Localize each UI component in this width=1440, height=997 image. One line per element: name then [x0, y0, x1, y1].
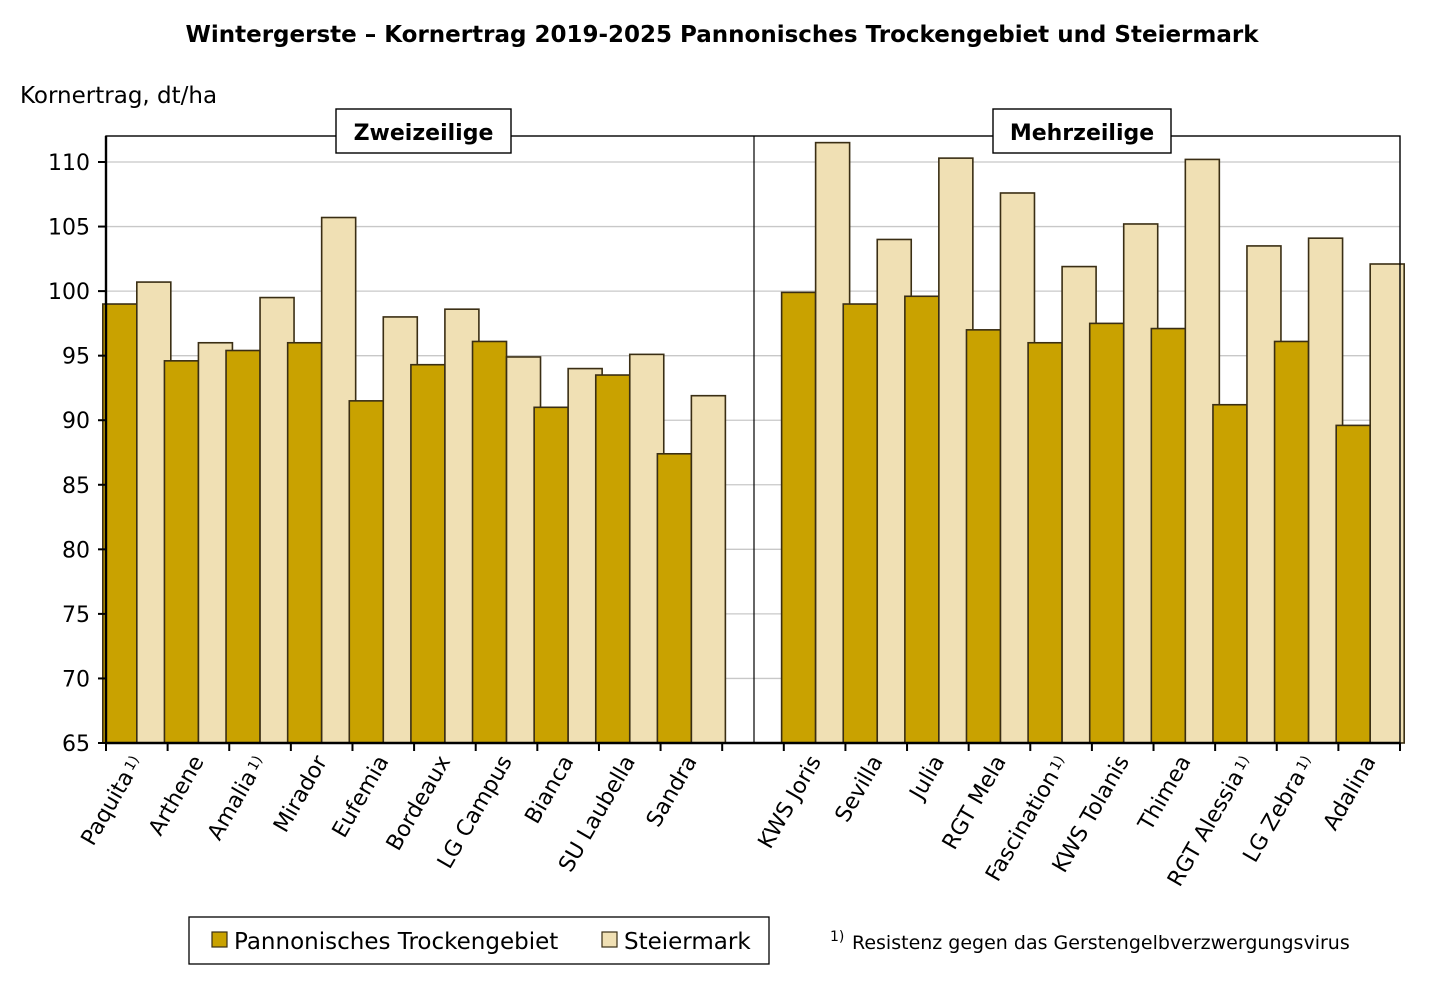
y-axis-ticks: 65 70 75 80 85 90 95 100 105 110	[48, 151, 106, 757]
y-tick-label: 110	[48, 151, 90, 176]
bar-pannonisches	[225, 349, 261, 744]
y-tick-label: 80	[62, 538, 90, 563]
x-tick-label: Arthene	[144, 752, 209, 840]
bar-pannonisches	[471, 340, 508, 744]
bar-pannonisches	[348, 400, 385, 744]
group-label-box	[335, 108, 512, 154]
bar-pannonisches	[1088, 322, 1125, 744]
bar-pannonisches	[965, 329, 1002, 744]
legend: Pannonisches Trockengebiet Steiermark	[188, 916, 770, 965]
bar-pannonisches	[163, 360, 200, 744]
y-tick-label: 95	[62, 345, 90, 370]
bar-steiermark	[1369, 263, 1405, 744]
bar-pannonisches	[1212, 403, 1248, 744]
category-name: Sandra	[642, 752, 703, 832]
bar-pannonisches	[842, 303, 879, 744]
footnote-text: Resistenz gegen das Gerstengelbverzwergu…	[852, 932, 1350, 954]
category-name: Julia	[904, 752, 950, 806]
category-name: KWS Joris	[754, 752, 827, 854]
x-tick-label: Sandra	[642, 752, 703, 832]
category-name: Paquita	[77, 767, 140, 850]
y-tick-label: 75	[62, 603, 90, 628]
bar-pannonisches	[286, 341, 323, 744]
bar-pannonisches	[102, 303, 138, 744]
x-tick-label: Sevilla	[831, 752, 889, 827]
bar-pannonisches	[780, 291, 817, 744]
footnote-mark: 1)	[1294, 753, 1315, 773]
y-tick-label: 105	[48, 216, 90, 241]
category-name: Sevilla	[831, 752, 889, 827]
bar-steiermark	[690, 394, 727, 744]
group-labels: Zweizeilige Mehrzeilige	[335, 108, 1172, 154]
legend-swatch	[601, 931, 618, 948]
y-tick-label: 100	[48, 280, 90, 305]
bar-pannonisches	[1027, 341, 1063, 744]
x-tick-label: Amalia1)	[203, 752, 271, 845]
group-label: Mehrzeilige	[1010, 121, 1154, 146]
category-name: Mirador	[269, 751, 333, 837]
bar-pannonisches	[533, 406, 569, 744]
category-name: LG Zebra	[1239, 767, 1311, 867]
y-tick-label: 70	[62, 667, 90, 692]
bar-pannonisches	[904, 295, 940, 744]
group-label: Zweizeilige	[354, 121, 494, 146]
category-name: Thimea	[1133, 752, 1196, 836]
bar-pannonisches	[656, 452, 693, 744]
y-axis-label: Kornertrag, dt/ha	[20, 83, 217, 109]
footnote-mark: 1)	[245, 753, 266, 773]
footnote-mark: 1)	[1232, 753, 1253, 773]
chart-title: Wintergerste – Kornertrag 2019-2025 Pann…	[185, 22, 1259, 48]
category-name: Eufemia	[328, 752, 395, 843]
x-tick-label: Eufemia	[328, 752, 395, 843]
x-tick-label: Bianca	[521, 752, 580, 829]
x-tick-label: Thimea	[1133, 752, 1196, 836]
plot-frame	[104, 135, 1401, 745]
category-name: Bianca	[521, 752, 580, 829]
footnote-mark: 1)	[1047, 753, 1068, 773]
legend-label: Pannonisches Trockengebiet	[234, 929, 558, 955]
bar-pannonisches	[594, 374, 631, 744]
bar-pannonisches	[1150, 327, 1187, 744]
category-name: Amalia	[203, 767, 262, 845]
footnote: 1) Resistenz gegen das Gerstengelbverzwer…	[830, 929, 1350, 954]
x-axis-ticks	[105, 743, 1401, 751]
footnote-marker: 1)	[830, 929, 844, 945]
bar-pannonisches	[1335, 424, 1371, 744]
legend-swatch	[211, 931, 228, 948]
legend-label: Steiermark	[624, 929, 751, 955]
x-tick-label: Mirador	[269, 751, 333, 837]
footnote-mark: 1)	[122, 753, 143, 773]
category-name: Adalina	[1319, 752, 1382, 835]
y-tick-label: 85	[62, 474, 90, 499]
x-tick-label: LG Zebra1)	[1239, 752, 1320, 867]
x-tick-label: KWS Joris	[754, 752, 827, 854]
bar-pannonisches	[410, 363, 446, 744]
x-tick-label: Julia	[904, 752, 950, 806]
group-label-box	[992, 108, 1172, 154]
y-tick-label: 90	[62, 409, 90, 434]
category-name: Arthene	[144, 752, 209, 840]
y-tick-label: 65	[62, 732, 90, 757]
x-tick-label: Paquita1)	[77, 752, 148, 850]
x-tick-label: Adalina	[1319, 752, 1382, 835]
legend-box	[188, 916, 770, 965]
bar-pannonisches	[1273, 340, 1310, 744]
